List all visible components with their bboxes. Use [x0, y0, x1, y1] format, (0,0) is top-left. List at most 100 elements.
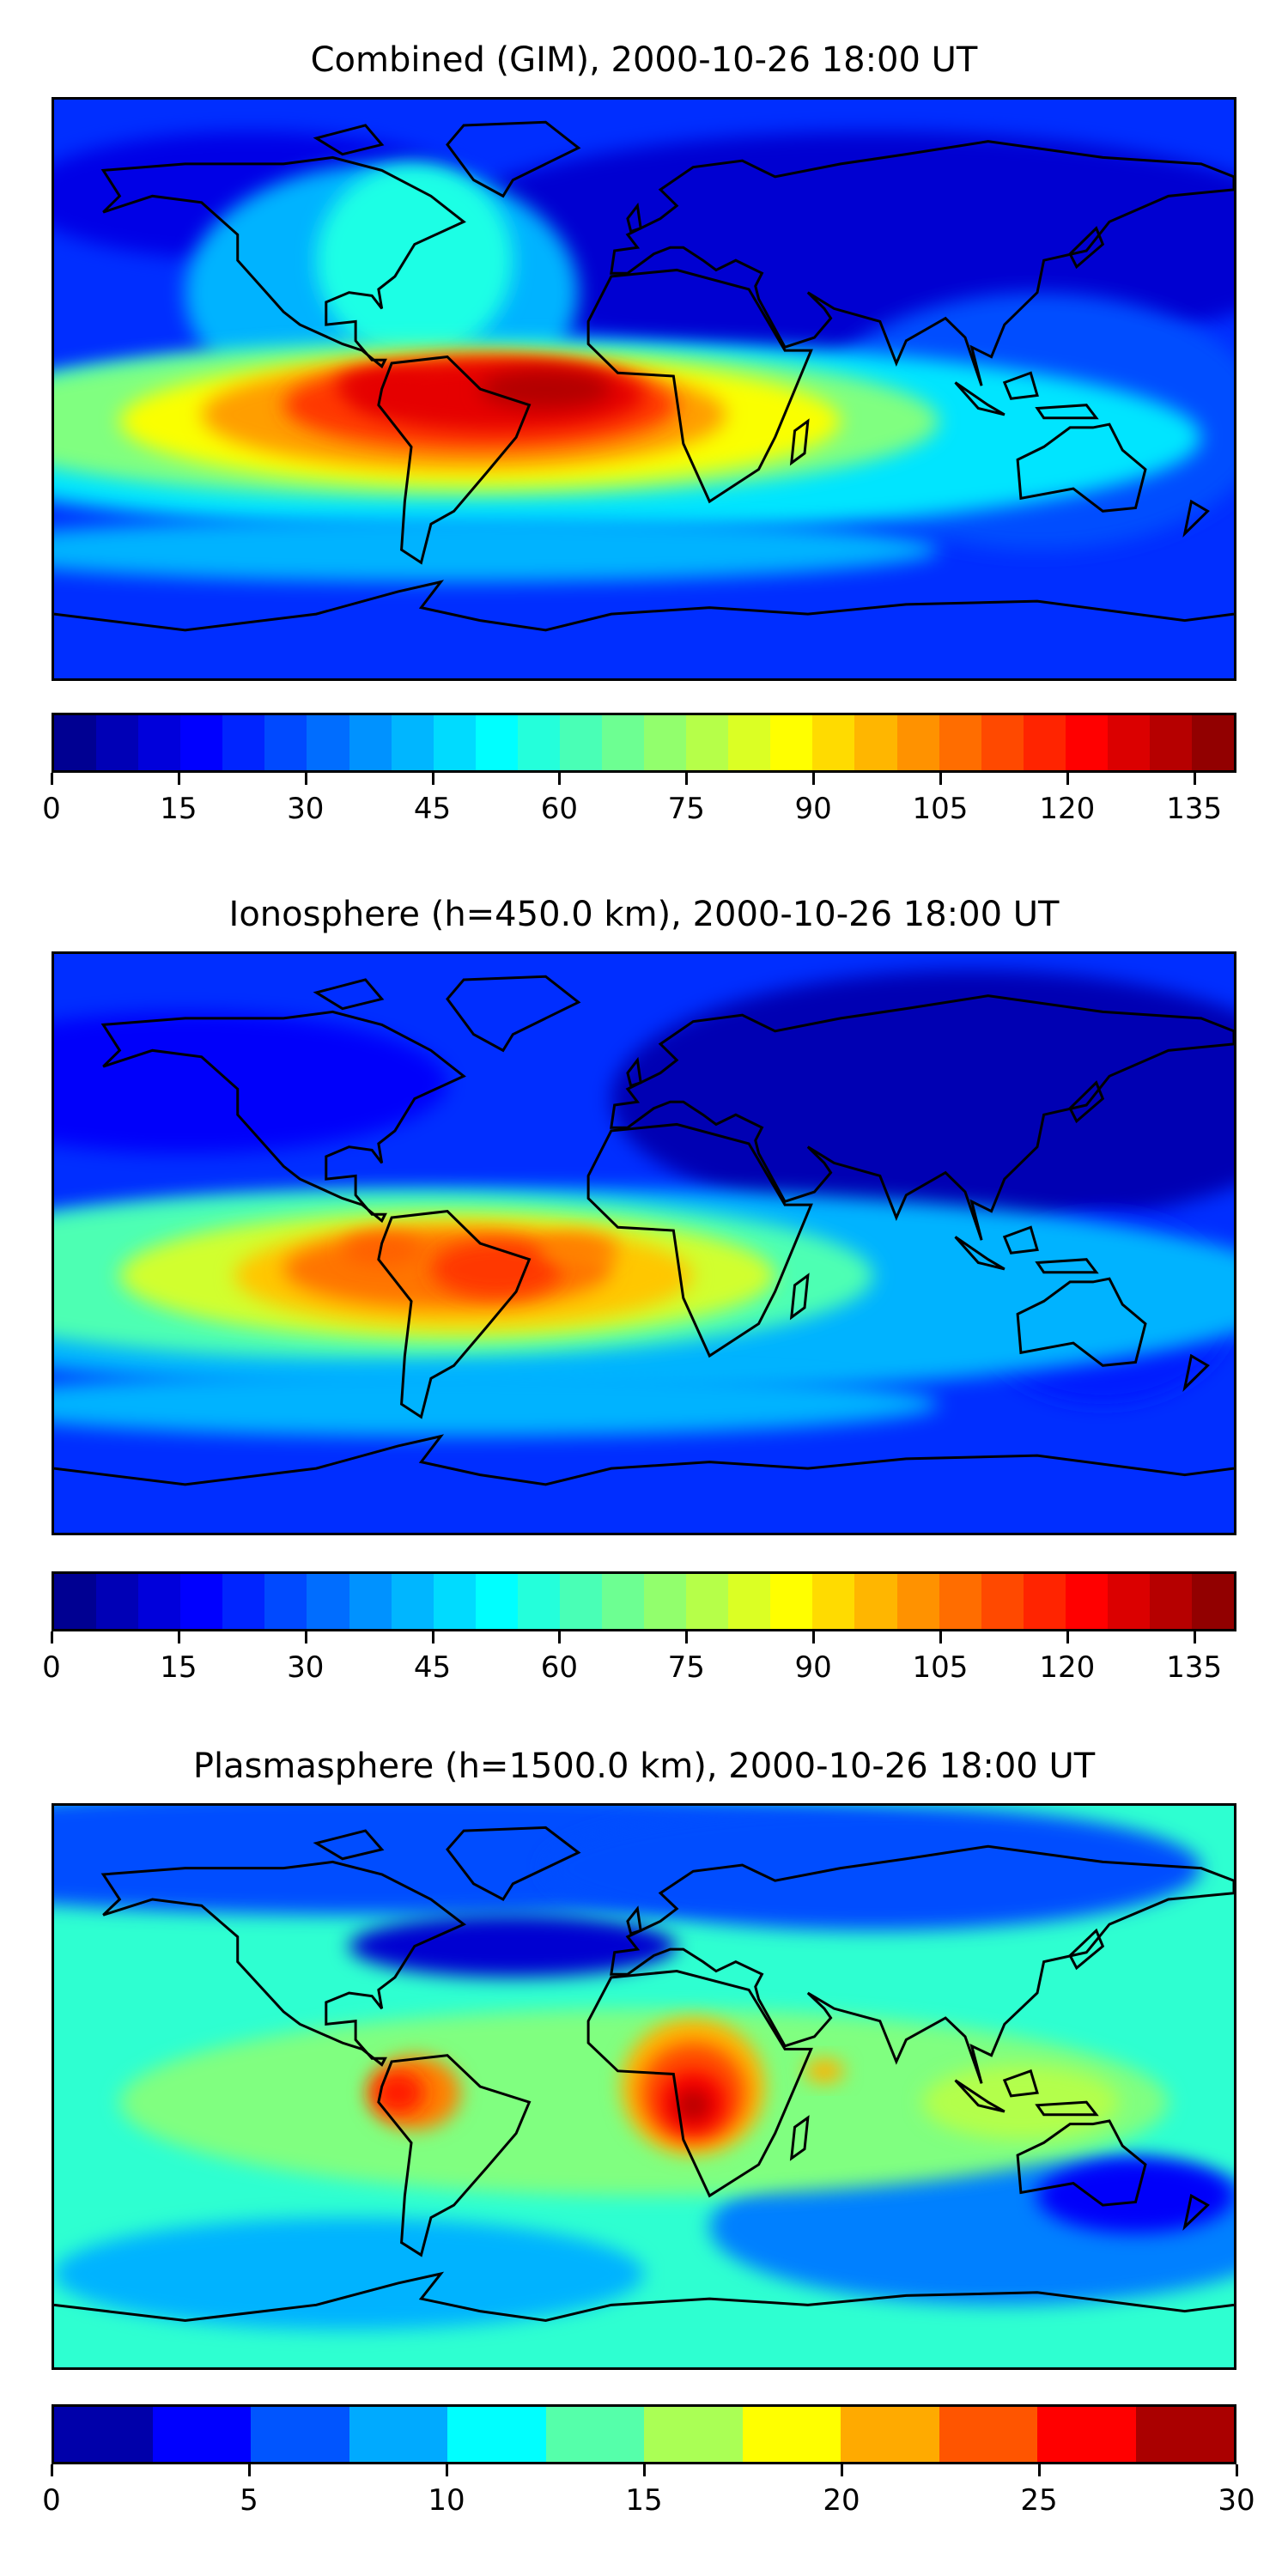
colorbar-band: [1065, 1574, 1108, 1629]
coastline: [1070, 1930, 1103, 1968]
colorbar-band: [138, 1574, 181, 1629]
colorbar-band: [264, 1574, 307, 1629]
colorbar-band: [349, 2407, 447, 2462]
colorbar-tick: [431, 1631, 434, 1643]
colorbar-band: [1037, 2407, 1136, 2462]
colorbar-tick: [177, 773, 180, 785]
colorbar-tick-label: 135: [1166, 792, 1223, 826]
coastline: [1037, 1260, 1097, 1273]
colorbar-band: [517, 715, 560, 770]
contour-region: [54, 1371, 939, 1437]
colorbar-band: [1192, 1574, 1235, 1629]
colorbar-tick-label: 15: [160, 1650, 197, 1685]
coastline: [628, 206, 641, 232]
colorbar-ticks-combined: 0 15 30 45 60 75 90 105 120 135: [42, 773, 1236, 841]
colorbar-tick: [643, 2464, 646, 2476]
colorbar-tick-label: 90: [794, 792, 832, 826]
colorbar-band: [1107, 1574, 1151, 1629]
colorbar-tick-label: 30: [287, 792, 325, 826]
colorbar-band: [896, 715, 939, 770]
colorbar-tick-label: 15: [160, 792, 197, 826]
coastline: [103, 1862, 464, 2064]
colorbar-tick: [685, 1631, 689, 1643]
colorbar-tick-label: 0: [42, 792, 61, 826]
colorbar-band: [307, 715, 349, 770]
colorbar-ticks-plasmasphere: 0 5 10 15 20 25 30: [42, 2464, 1255, 2533]
colorbar-tick-label: 120: [1039, 792, 1096, 826]
colorbar-tick: [248, 2464, 251, 2476]
map-combined: [52, 97, 1236, 681]
colorbar-band: [854, 715, 897, 770]
colorbar-band: [686, 715, 729, 770]
colorbar-band: [222, 1574, 265, 1629]
colorbar-band: [433, 715, 476, 770]
colorbar-tick: [431, 773, 434, 785]
map-plasmasphere: [52, 1803, 1236, 2370]
colorbar-band: [939, 1574, 981, 1629]
coastline: [103, 157, 464, 366]
colorbar-tick: [939, 773, 942, 785]
colorbar-tick: [177, 1631, 180, 1643]
coastline: [588, 270, 811, 501]
coastline: [1185, 1356, 1208, 1388]
colorbar-tick-label: 60: [540, 792, 579, 826]
coastline: [1005, 2071, 1037, 2096]
colorbar-band: [391, 1574, 434, 1629]
colorbar-tick-label: 0: [42, 2483, 61, 2518]
coastline: [54, 1437, 1234, 1485]
colorbar-tick-label: 45: [413, 1650, 452, 1685]
colorbar-band: [812, 1574, 855, 1629]
colorbar-tick-label: 10: [428, 2483, 465, 2518]
colorbar-band: [1135, 2407, 1234, 2462]
coastline: [447, 976, 579, 1050]
coastline: [588, 1971, 811, 2196]
coastline: [1018, 1279, 1145, 1365]
map-ionosphere: [52, 951, 1236, 1535]
colorbar-tick: [685, 773, 689, 785]
colorbar-band: [1107, 715, 1151, 770]
colorbar-band: [1023, 715, 1066, 770]
coastline: [611, 1846, 1234, 2083]
colorbar-band: [152, 2407, 251, 2462]
coastline: [447, 1827, 579, 1899]
coastline: [792, 2117, 808, 2158]
colorbar-band: [447, 2407, 546, 2462]
colorbar-band: [770, 715, 813, 770]
colorbar-tick-label: 30: [1218, 2483, 1255, 2518]
colorbar-ionosphere: [52, 1571, 1236, 1631]
contour-region: [1037, 2158, 1234, 2233]
colorbar-tick: [812, 1631, 816, 1643]
coastline: [1185, 501, 1208, 533]
colorbar-band: [251, 2407, 349, 2462]
contour-region: [538, 1233, 618, 1267]
contour-region: [54, 517, 939, 582]
colorbar-tick-label: 75: [667, 1650, 705, 1685]
colorbar-band: [981, 1574, 1024, 1629]
colorbar-band: [180, 715, 223, 770]
colorbar-tick: [841, 2464, 843, 2476]
coastline: [447, 122, 579, 196]
coastline: [1005, 373, 1037, 398]
coastline: [628, 1060, 641, 1086]
contour-region: [430, 1240, 562, 1298]
colorbar-band: [686, 1574, 729, 1629]
colorbar-tick: [558, 1631, 562, 1643]
colorbar-tick: [51, 1631, 53, 1643]
colorbar-band: [222, 715, 265, 770]
colorbar-band: [391, 715, 434, 770]
colorbar-band: [96, 715, 139, 770]
colorbar-band: [644, 2407, 743, 2462]
colorbar-band: [728, 715, 771, 770]
coastline: [1005, 1227, 1037, 1253]
coastline: [1037, 2102, 1097, 2115]
title-ionosphere: Ionosphere (h=450.0 km), 2000-10-26 18:0…: [228, 895, 1060, 934]
colorbar-tick-label: 105: [912, 792, 969, 826]
contour-region: [372, 2070, 425, 2115]
colorbar-tick-label: 0: [42, 1650, 61, 1685]
colorbar-tick-label: 60: [540, 1650, 579, 1685]
coastline: [316, 980, 381, 1009]
colorbar-band: [981, 715, 1024, 770]
contour-region: [349, 1915, 677, 1978]
colorbar-tick-label: 25: [1020, 2483, 1058, 2518]
contour-region: [805, 2058, 844, 2084]
